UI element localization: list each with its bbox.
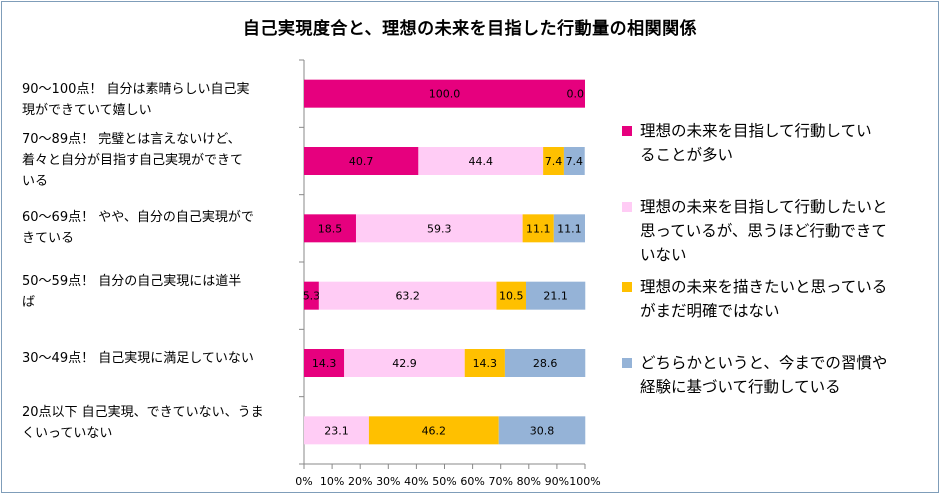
legend-label: 理想の未来を目指して行動してい ることが多い [640,119,920,167]
bar-segment [304,349,345,377]
data-label: 100.0 [429,88,461,101]
data-label: 11.1 [557,222,582,235]
category-label-line: きている [22,231,75,246]
data-label: 44.4 [468,155,493,168]
category-label-line: 現ができていて嬉しい [22,103,152,118]
data-label: 18.5 [318,222,343,235]
category-label: 30～49点！ 自己実現に満足していない [22,348,294,369]
category-label-line: 60～69点！ やや、自分の自己実現がで [22,210,254,225]
data-label: 28.6 [533,357,558,370]
data-label: 42.9 [392,357,417,370]
bar-segment [563,147,585,175]
bar-segment [522,214,554,243]
category-label: 50～59点！ 自分の自己実現には道半 ば [22,271,294,313]
bar-segment [304,416,369,445]
legend-label: どちらかというと、今までの習慣や 経験に基づいて行動している [640,351,920,399]
x-tick-label: 80% [517,475,541,488]
category-label-line: 20点以下 自己実現、できていない、うま [22,405,264,420]
legend-label-line: どちらかというと、今までの習慣や [640,354,888,372]
legend-label-line: ることが多い [640,146,734,164]
legend-label-line: 理想の未来を目指して行動したいと [640,198,888,216]
x-tick-label: 30% [376,475,400,488]
legend-swatch [622,202,632,212]
data-label: 0.0 [567,88,585,101]
x-tick-label: 40% [404,475,428,488]
chart-title: 自己実現度合と、理想の未来を目指した行動量の相関関係 [242,19,698,39]
x-tick-label: 10% [320,475,344,488]
category-label: 70～89点！ 完璧とは言えないけど、 着々と自分が目指す自己実現ができて いる [22,129,294,192]
category-label: 60～69点！ やや、自分の自己実現がで きている [22,207,294,249]
data-label: 63.2 [395,290,420,303]
data-label: 14.3 [473,357,498,370]
bar-segment [504,349,586,377]
bar-segment [525,281,586,310]
category-label-line: ば [22,295,36,310]
bar-segment [498,416,586,445]
bar-segment [464,349,505,377]
legend-label-line: 理想の未来を目指して行動してい [640,122,872,140]
bar-segment [304,79,585,108]
x-tick-label: 100% [569,475,600,488]
data-label: 7.4 [566,155,584,168]
bar-segment [355,214,523,243]
category-label-line: 30～49点！ 自己実現に満足していない [22,351,254,366]
legend-label-line: 経験に基づいて行動している [640,378,841,396]
bar-segment [344,349,465,377]
data-label: 14.3 [312,357,337,370]
data-label: 7.4 [545,155,563,168]
x-tick-label: 20% [348,475,372,488]
data-label: 10.5 [499,290,524,303]
bar-segment [368,416,499,445]
data-label: 23.1 [324,424,349,437]
category-label-line: 着々と自分が目指す自己実現ができて [22,153,244,168]
legend-label-line: がまだ明確ではない [640,302,780,320]
data-label: 5.3 [303,290,321,303]
legend-swatch [622,282,632,292]
category-label-line: くいっていない [22,426,113,441]
bar-segment [543,147,564,175]
legend-swatch [622,358,632,368]
x-tick-label: 0% [295,475,312,488]
category-label-line: いる [22,174,49,189]
x-tick-label: 70% [488,475,512,488]
bar-segment [496,281,526,310]
category-label-line: 90～100点！ 自分は素晴らしい自己実 [22,82,250,97]
data-label: 59.3 [427,222,452,235]
legend-label: 理想の未来を描きたいと思っている がまだ明確ではない [640,275,920,323]
x-tick-label: 50% [432,475,456,488]
category-label: 90～100点！ 自分は素晴らしい自己実 現ができていて嬉しい [22,79,294,121]
legend-label-line: 思っているが、思うほど行動できて [640,222,887,240]
legend-label: 理想の未来を目指して行動したいと 思っているが、思うほど行動できて いない [640,195,920,267]
data-label: 30.8 [530,424,555,437]
bar-segment [318,281,497,310]
bar-segment [418,147,544,175]
data-label: 40.7 [349,155,374,168]
data-label: 11.1 [526,222,551,235]
category-label: 20点以下 自己実現、できていない、うま くいっていない [22,402,294,444]
bar-segment [304,214,356,243]
bar-segment [304,147,419,175]
category-label-line: 70～89点！ 完璧とは言えないけど、 [22,132,241,147]
category-label-line: 50～59点！ 自分の自己実現には道半 [22,274,242,289]
bar-segment [304,281,319,310]
x-tick-label: 90% [545,475,569,488]
legend-swatch [622,126,632,136]
legend-label-line: 理想の未来を描きたいと思っている [640,278,888,296]
bar-segment [553,214,585,243]
x-tick-label: 60% [460,475,484,488]
data-label: 21.1 [543,290,568,303]
data-label: 46.2 [422,424,447,437]
legend-label-line: いない [640,246,687,264]
